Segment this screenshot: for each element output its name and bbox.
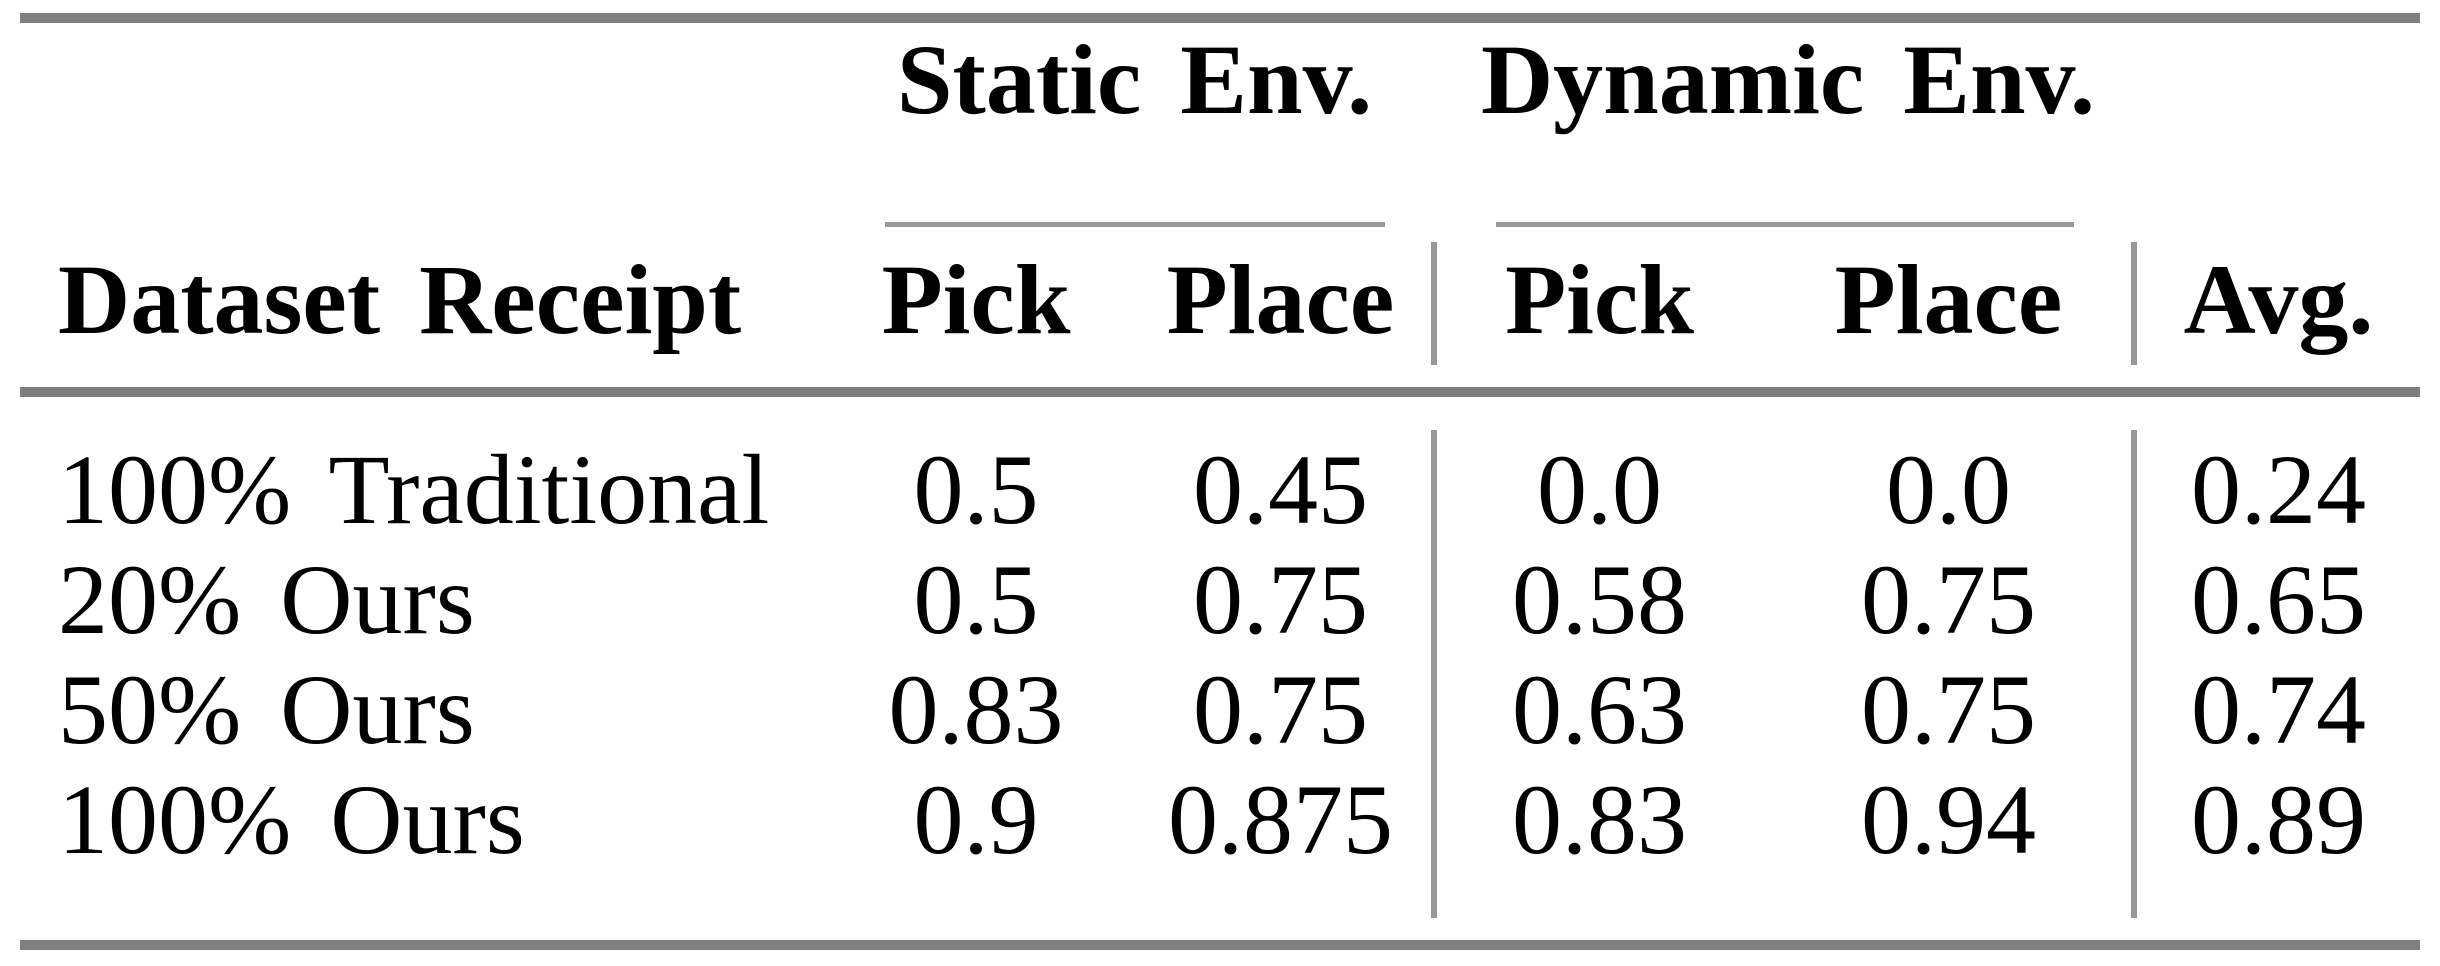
column-header-dataset-receipt: Dataset Receipt bbox=[58, 244, 742, 355]
cell-static-place: 0.875 bbox=[1168, 764, 1393, 875]
column-header-static-pick: Pick bbox=[881, 244, 1071, 355]
cell-avg: 0.24 bbox=[2191, 434, 2366, 545]
cell-dynamic-pick: 0.0 bbox=[1537, 434, 1662, 545]
cell-static-place: 0.75 bbox=[1193, 544, 1368, 655]
cell-static-pick: 0.5 bbox=[913, 434, 1039, 545]
cell-dynamic-place: 0.94 bbox=[1861, 764, 2036, 875]
column-header-row: Dataset Receipt Pick Place Pick Place Av… bbox=[0, 245, 2440, 355]
column-header-dynamic-pick: Pick bbox=[1505, 244, 1694, 355]
row-label: 50% Ours bbox=[58, 654, 475, 765]
bottom-rule bbox=[20, 940, 2420, 950]
table-row: 100% Ours 0.9 0.875 0.83 0.94 0.89 bbox=[0, 765, 2440, 875]
cell-dynamic-pick: 0.83 bbox=[1512, 764, 1687, 875]
top-rule bbox=[20, 13, 2420, 23]
column-header-avg: Avg. bbox=[2183, 244, 2374, 355]
cell-dynamic-pick: 0.58 bbox=[1512, 544, 1687, 655]
cell-avg: 0.89 bbox=[2191, 764, 2366, 875]
cell-static-place: 0.45 bbox=[1193, 434, 1368, 545]
vertical-rule-static-dynamic-body bbox=[1431, 430, 1437, 918]
cell-static-pick: 0.5 bbox=[913, 544, 1039, 655]
group-header-dynamic-env: Dynamic Env. bbox=[1480, 24, 2096, 135]
row-label: 20% Ours bbox=[58, 544, 475, 655]
cell-avg: 0.65 bbox=[2191, 544, 2366, 655]
cell-static-pick: 0.9 bbox=[913, 764, 1039, 875]
cell-static-place: 0.75 bbox=[1193, 654, 1368, 765]
column-header-static-place: Place bbox=[1166, 244, 1395, 355]
group-header-static-env: Static Env. bbox=[896, 24, 1373, 135]
dynamic-env-underline-rule bbox=[1496, 222, 2074, 227]
cell-avg: 0.74 bbox=[2191, 654, 2366, 765]
cell-dynamic-pick: 0.63 bbox=[1512, 654, 1687, 765]
row-label: 100% Ours bbox=[58, 764, 525, 875]
header-divider-rule bbox=[20, 387, 2420, 397]
vertical-rule-avg-header bbox=[2131, 242, 2137, 365]
table-row: 50% Ours 0.83 0.75 0.63 0.75 0.74 bbox=[0, 655, 2440, 765]
cell-dynamic-place: 0.75 bbox=[1861, 654, 2036, 765]
table-row: 20% Ours 0.5 0.75 0.58 0.75 0.65 bbox=[0, 545, 2440, 655]
static-env-underline-rule bbox=[885, 222, 1385, 227]
vertical-rule-avg-body bbox=[2131, 430, 2137, 918]
vertical-rule-static-dynamic-header bbox=[1431, 242, 1437, 365]
cell-dynamic-place: 0.75 bbox=[1861, 544, 2036, 655]
table-row: 100% Traditional 0.5 0.45 0.0 0.0 0.24 bbox=[0, 435, 2440, 545]
cell-dynamic-place: 0.0 bbox=[1886, 434, 2011, 545]
row-label: 100% Traditional bbox=[58, 434, 770, 545]
column-header-dynamic-place: Place bbox=[1834, 244, 2063, 355]
cell-static-pick: 0.83 bbox=[888, 654, 1064, 765]
